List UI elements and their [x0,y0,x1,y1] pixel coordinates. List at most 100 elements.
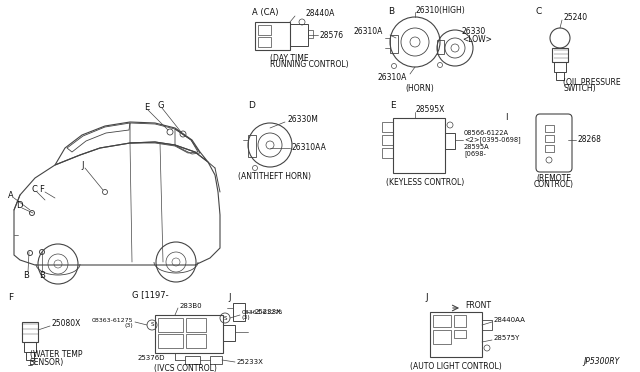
Bar [223,325,235,341]
Text: D: D [248,100,255,109]
Bar [290,24,308,46]
Bar [393,118,445,173]
Bar [433,330,451,344]
Text: S: S [150,323,154,327]
Text: (AUTO LIGHT CONTROL): (AUTO LIGHT CONTROL) [410,362,502,371]
Text: G [1197-: G [1197- [132,291,168,299]
Text: 28576: 28576 [320,31,344,39]
Text: G: G [157,100,164,109]
Bar [390,35,398,53]
Text: J: J [82,160,84,170]
Bar [26,352,34,360]
Bar [437,40,444,54]
Text: (3): (3) [242,315,251,321]
Bar [382,148,393,158]
Bar [556,72,564,80]
Text: 08363-61275: 08363-61275 [242,310,284,314]
Text: 28440A: 28440A [305,9,334,17]
Text: E: E [390,100,396,109]
Text: B: B [39,272,45,280]
Text: CONTROL): CONTROL) [534,180,574,189]
Text: (ANTITHEFT HORN): (ANTITHEFT HORN) [239,173,312,182]
Bar [233,303,245,321]
Bar [185,356,200,364]
Text: E: E [145,103,150,112]
Text: JP5300RY: JP5300RY [584,357,620,366]
Text: <2>[0395-0698]: <2>[0395-0698] [464,137,521,143]
Text: 25240: 25240 [563,13,587,22]
Text: 28595X: 28595X [416,106,445,115]
Text: (REMOTE: (REMOTE [536,173,572,183]
Text: F: F [8,294,13,302]
Bar [545,125,554,132]
Text: (KEYLESS CONTROL): (KEYLESS CONTROL) [386,179,464,187]
Text: 26310(HIGH): 26310(HIGH) [416,6,466,15]
Text: J: J [228,294,230,302]
Text: S: S [223,315,227,321]
Bar [454,315,466,327]
Bar [258,37,271,47]
Text: 28268: 28268 [578,135,602,144]
Text: B: B [23,272,29,280]
Text: 26330M: 26330M [287,115,318,125]
Bar [22,322,38,342]
Text: 25080X: 25080X [52,320,81,328]
Text: C: C [31,186,37,195]
Text: (DAY TIME: (DAY TIME [270,54,308,62]
Bar [382,122,393,132]
Text: 28575Y: 28575Y [494,335,520,341]
Bar [430,312,482,357]
Bar [248,135,256,157]
Text: (OIL PRESSURE: (OIL PRESSURE [563,77,621,87]
Bar [545,145,554,152]
Text: 26310A: 26310A [378,73,407,81]
Text: 26310A: 26310A [354,28,383,36]
Text: (3): (3) [124,324,133,328]
Text: RUNNING CONTROL): RUNNING CONTROL) [270,61,349,70]
Text: A (CA): A (CA) [252,7,278,16]
Text: 08566-6122A: 08566-6122A [464,130,509,136]
Text: 26330: 26330 [462,28,486,36]
Bar [454,330,466,338]
Bar [382,135,393,145]
Bar [158,334,183,348]
Bar [186,318,206,332]
Bar [554,62,566,72]
Bar [24,342,36,352]
Text: SWITCH): SWITCH) [563,84,596,93]
Bar [258,25,271,35]
Text: F: F [40,186,44,195]
Text: FRONT: FRONT [465,301,491,310]
Bar [186,334,206,348]
Text: 283B0: 283B0 [180,303,203,309]
Text: 25376D: 25376D [138,355,165,361]
Text: J: J [425,294,428,302]
Bar [433,315,451,327]
Bar [552,48,568,62]
Bar [158,318,183,332]
Bar [482,320,492,330]
Bar [210,356,222,364]
Text: D: D [16,202,22,211]
Text: [0698-: [0698- [464,151,486,157]
Text: <LOW>: <LOW> [462,35,492,44]
Text: 25233X: 25233X [237,359,264,365]
Text: I: I [505,113,508,122]
Text: C: C [535,7,541,16]
Text: (HORN): (HORN) [406,83,435,93]
Bar [545,135,554,142]
Bar [155,315,223,353]
Text: 28595A: 28595A [464,144,490,150]
Text: 25233X: 25233X [255,309,282,315]
Bar [308,30,313,38]
Text: SENSOR): SENSOR) [30,357,64,366]
Text: B: B [388,7,394,16]
Text: 08363-61275: 08363-61275 [92,317,133,323]
Text: 28440AA: 28440AA [494,317,526,323]
Text: (IVCS CONTROL): (IVCS CONTROL) [154,363,216,372]
Text: 26310AA: 26310AA [292,144,327,153]
Bar [255,22,290,50]
Bar [445,133,455,149]
Text: (WATER TEMP: (WATER TEMP [30,350,83,359]
Text: A: A [8,190,14,199]
